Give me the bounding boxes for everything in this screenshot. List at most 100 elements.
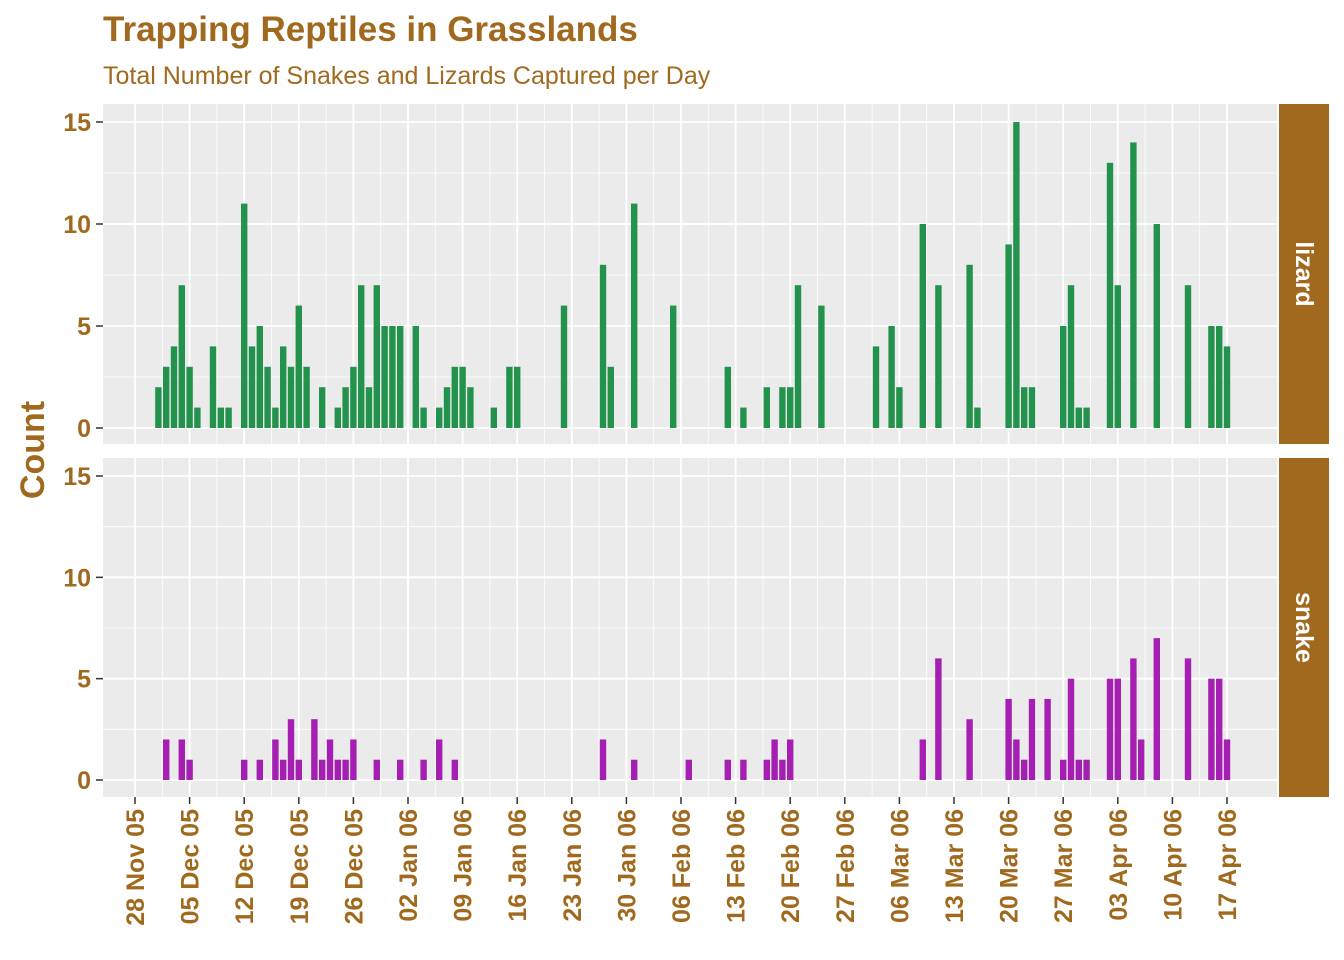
x-tick-label: 13 Mar 06 bbox=[941, 809, 969, 923]
bar-lizard bbox=[560, 305, 568, 428]
bar-snake bbox=[1106, 678, 1114, 780]
bar-lizard bbox=[1208, 326, 1215, 428]
bar-snake bbox=[1130, 658, 1137, 780]
y-tick-label: 5 bbox=[77, 666, 91, 694]
bar-lizard bbox=[412, 326, 419, 428]
chart-subtitle: Total Number of Snakes and Lizards Captu… bbox=[103, 62, 711, 90]
bar-lizard bbox=[607, 366, 614, 428]
bar-lizard bbox=[1184, 285, 1192, 428]
bar-snake bbox=[295, 759, 302, 780]
bar-snake bbox=[1005, 698, 1012, 780]
bar-snake bbox=[420, 759, 427, 780]
x-tick-label: 26 Dec 05 bbox=[340, 809, 368, 924]
bar-lizard bbox=[186, 366, 193, 428]
bar-lizard bbox=[490, 407, 497, 428]
bar-snake bbox=[1114, 678, 1121, 780]
bar-lizard bbox=[295, 305, 302, 428]
facet-panel-snake: 0 5 10 15 snake bbox=[63, 458, 1329, 797]
bar-lizard bbox=[420, 407, 427, 428]
x-tick-label: 28 Nov 05 bbox=[122, 809, 150, 926]
bar-lizard bbox=[1028, 387, 1036, 428]
bar-lizard bbox=[818, 305, 825, 428]
bar-lizard bbox=[787, 387, 794, 428]
bar-snake bbox=[287, 719, 295, 780]
bar-lizard bbox=[1083, 407, 1090, 428]
bar-lizard bbox=[389, 326, 396, 428]
y-tick-label: 15 bbox=[63, 463, 91, 491]
bar-snake bbox=[1153, 638, 1160, 780]
bar-lizard bbox=[888, 326, 895, 428]
bar-lizard bbox=[1005, 244, 1012, 428]
bar-lizard bbox=[1114, 285, 1121, 428]
bar-lizard bbox=[225, 407, 232, 428]
bar-lizard bbox=[1106, 162, 1114, 429]
bar-snake bbox=[326, 739, 334, 780]
x-tick-label: 27 Mar 06 bbox=[1050, 809, 1078, 923]
x-tick-label: 23 Jan 06 bbox=[559, 809, 587, 922]
bar-snake bbox=[779, 759, 786, 780]
bar-snake bbox=[1208, 678, 1215, 780]
x-tick-label: 30 Jan 06 bbox=[613, 809, 641, 922]
bar-lizard bbox=[381, 326, 388, 428]
x-tick-label: 20 Mar 06 bbox=[996, 809, 1024, 923]
bar-snake bbox=[771, 739, 778, 780]
bar-snake bbox=[787, 739, 794, 780]
bar-lizard bbox=[1021, 387, 1028, 428]
bar-snake bbox=[1138, 739, 1145, 780]
bar-snake bbox=[163, 739, 170, 780]
bar-lizard bbox=[264, 366, 271, 428]
bar-lizard bbox=[256, 326, 263, 428]
x-tick-label: 13 Feb 06 bbox=[723, 809, 751, 923]
bar-lizard bbox=[872, 346, 880, 428]
x-tick-label: 20 Feb 06 bbox=[777, 809, 805, 923]
bar-lizard bbox=[287, 366, 295, 428]
bar-lizard bbox=[443, 387, 451, 428]
bar-snake bbox=[1223, 739, 1231, 780]
bar-lizard bbox=[303, 366, 310, 428]
bar-lizard bbox=[506, 366, 513, 428]
bar-lizard bbox=[373, 285, 380, 428]
bar-lizard bbox=[280, 346, 287, 428]
bar-snake bbox=[1216, 678, 1223, 780]
bar-snake bbox=[280, 759, 287, 780]
bar-lizard bbox=[467, 387, 474, 428]
bar-snake bbox=[1013, 739, 1020, 780]
bar-snake bbox=[724, 759, 731, 780]
bar-snake bbox=[334, 759, 341, 780]
bar-snake bbox=[178, 739, 185, 780]
bar-lizard bbox=[724, 366, 731, 428]
bar-snake bbox=[1083, 759, 1090, 780]
x-tick-label: 03 Apr 06 bbox=[1105, 809, 1133, 921]
bar-snake bbox=[451, 759, 458, 780]
bar-lizard bbox=[896, 387, 903, 428]
x-tick-label: 19 Dec 05 bbox=[286, 809, 314, 924]
facet-strip bbox=[1279, 458, 1329, 797]
bar-snake bbox=[1028, 698, 1036, 780]
bar-lizard bbox=[631, 203, 638, 428]
facet-panel-lizard: 0 5 10 15 lizard bbox=[63, 104, 1329, 444]
bar-lizard bbox=[1130, 142, 1137, 428]
bar-lizard bbox=[178, 285, 185, 428]
bar-lizard bbox=[209, 346, 217, 428]
bar-lizard bbox=[1223, 346, 1231, 428]
x-tick-label: 06 Mar 06 bbox=[886, 809, 914, 923]
bar-lizard bbox=[194, 407, 201, 428]
y-tick-label: 10 bbox=[63, 211, 91, 239]
bar-lizard bbox=[779, 387, 786, 428]
bar-snake bbox=[350, 739, 357, 780]
bar-snake bbox=[966, 719, 973, 780]
y-tick-label: 10 bbox=[63, 564, 91, 592]
bar-lizard bbox=[155, 387, 162, 428]
bar-snake bbox=[373, 759, 380, 780]
bar-lizard bbox=[358, 285, 365, 428]
y-tick-label: 0 bbox=[77, 767, 91, 795]
y-tick-label: 15 bbox=[63, 109, 91, 137]
bar-snake bbox=[935, 658, 942, 780]
x-tick-label: 09 Jan 06 bbox=[450, 809, 478, 922]
panel-background bbox=[103, 458, 1277, 797]
bar-snake bbox=[256, 759, 263, 780]
bar-lizard bbox=[217, 407, 224, 428]
x-tick-label: 12 Dec 05 bbox=[231, 809, 259, 924]
bar-lizard bbox=[163, 366, 170, 428]
bar-lizard bbox=[365, 387, 373, 428]
